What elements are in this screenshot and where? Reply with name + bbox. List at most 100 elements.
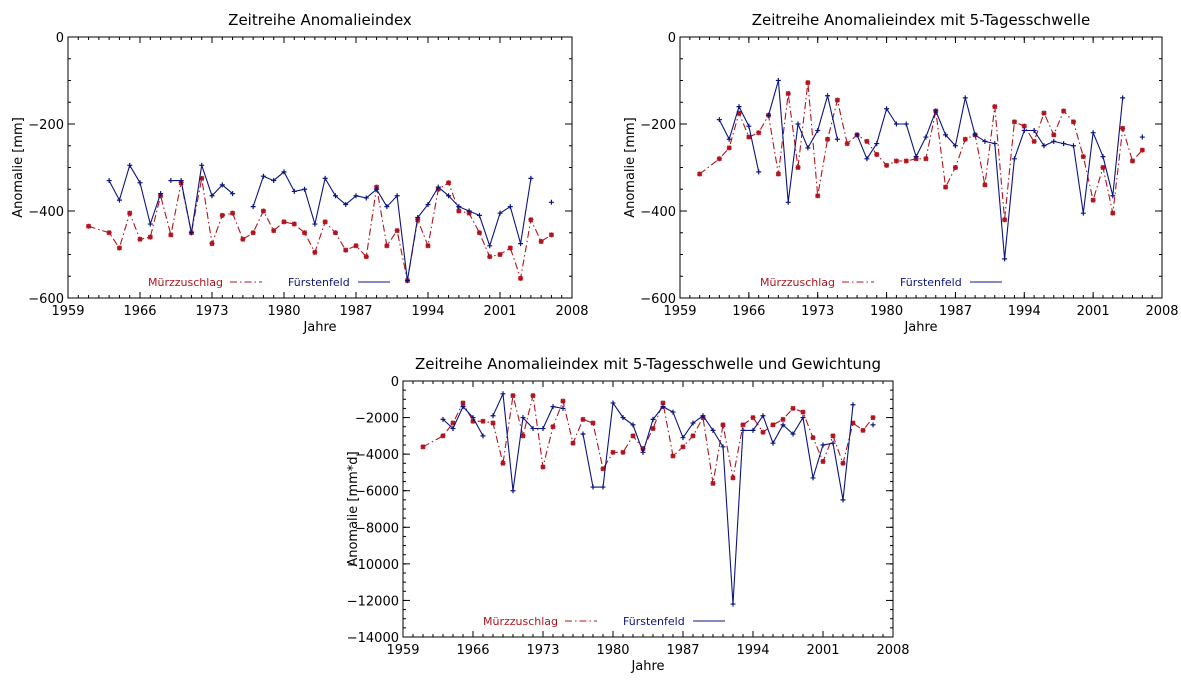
data-point <box>610 400 616 406</box>
data-point <box>1021 123 1027 129</box>
x-tick-label: 1959 <box>386 643 419 658</box>
x-tick-label: 1994 <box>1008 304 1041 319</box>
data-point <box>500 391 506 397</box>
data-point <box>825 136 831 142</box>
data-point <box>600 484 606 490</box>
data-point <box>420 444 426 450</box>
data-point <box>720 444 726 450</box>
series-fuerstenfeld <box>716 78 1145 262</box>
y-tick-label: −200 <box>640 118 676 133</box>
data-point <box>800 415 806 421</box>
x-tick-label: 1987 <box>339 304 372 319</box>
x-axis-label: Jahre <box>630 659 664 674</box>
data-point <box>260 208 266 214</box>
data-point <box>864 156 870 162</box>
data-point <box>425 201 431 207</box>
data-point <box>435 184 441 190</box>
data-point <box>1110 210 1116 216</box>
data-point <box>740 422 746 428</box>
data-point <box>815 128 821 134</box>
x-tick-label: 1980 <box>596 643 629 658</box>
data-point <box>1129 158 1135 164</box>
series-muerzzuschlag <box>420 393 876 486</box>
data-point <box>1031 128 1037 134</box>
chart-3: Zeitreihe Anomalieindex mit 5-Tagesschwe… <box>346 355 910 674</box>
data-point <box>770 440 776 446</box>
series-line <box>108 163 162 227</box>
series-line <box>856 97 1124 259</box>
data-point <box>538 238 544 244</box>
data-point <box>1011 156 1017 162</box>
data-point <box>660 404 666 410</box>
data-point <box>540 464 546 470</box>
data-point <box>219 182 225 188</box>
data-point <box>250 230 256 236</box>
data-point <box>1120 125 1126 131</box>
y-axis-label: Anomalie [mm] <box>11 117 26 218</box>
data-point <box>1061 108 1067 114</box>
data-point <box>785 199 791 205</box>
data-point <box>490 420 496 426</box>
data-point <box>168 178 174 184</box>
x-tick-label: 1994 <box>736 643 769 658</box>
data-point <box>805 80 811 86</box>
data-point <box>620 449 626 455</box>
data-point <box>730 475 736 481</box>
data-point <box>830 433 836 439</box>
data-point <box>870 422 876 428</box>
data-point <box>528 217 534 223</box>
data-point <box>446 193 452 199</box>
x-tick-label: 1973 <box>195 304 228 319</box>
y-tick-label: −2000 <box>355 412 399 427</box>
data-point <box>548 199 554 205</box>
data-point <box>137 180 143 186</box>
data-point <box>756 130 762 136</box>
data-point <box>825 93 831 99</box>
data-point <box>510 488 516 494</box>
data-point <box>864 138 870 144</box>
data-point <box>840 460 846 466</box>
data-point <box>302 230 308 236</box>
data-point <box>766 112 772 118</box>
data-point <box>1070 119 1076 125</box>
data-point <box>992 141 998 147</box>
data-point <box>710 427 716 433</box>
data-point <box>670 409 676 415</box>
plot-frame <box>402 380 894 638</box>
data-point <box>199 162 205 168</box>
data-point <box>720 422 726 428</box>
data-point <box>466 208 472 214</box>
data-point <box>127 210 133 216</box>
data-point <box>1090 130 1096 136</box>
data-point <box>312 249 318 255</box>
data-point <box>147 234 153 240</box>
data-point <box>820 442 826 448</box>
data-point <box>476 212 482 218</box>
data-point <box>1011 119 1017 125</box>
data-point <box>415 215 421 221</box>
data-point <box>332 230 338 236</box>
data-point <box>440 433 446 439</box>
data-point <box>1139 147 1145 153</box>
data-point <box>620 415 626 421</box>
data-point <box>716 117 722 123</box>
data-point <box>810 475 816 481</box>
data-point <box>480 433 486 439</box>
series-line <box>442 405 484 437</box>
data-point <box>271 228 277 234</box>
data-point <box>353 193 359 199</box>
data-point <box>1041 143 1047 149</box>
data-point <box>580 431 586 437</box>
data-point <box>780 416 786 422</box>
data-point <box>874 141 880 147</box>
data-point <box>726 145 732 151</box>
data-point <box>1021 128 1027 134</box>
legend-item: Fürstenfeld <box>288 276 390 289</box>
data-point <box>680 444 686 450</box>
legend-label: Fürstenfeld <box>900 276 962 289</box>
x-tick-label: 2008 <box>1145 304 1178 319</box>
data-point <box>540 426 546 432</box>
legend-item: Fürstenfeld <box>900 276 1002 289</box>
data-point <box>893 158 899 164</box>
